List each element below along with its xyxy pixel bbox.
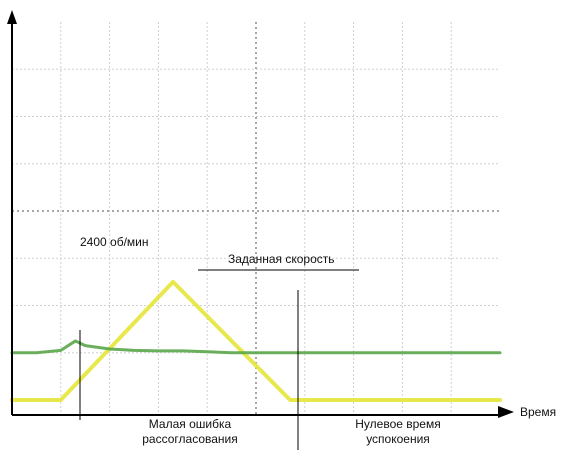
zero-settle-label-line1: Нулевое время <box>355 417 440 431</box>
series-line-1 <box>10 339 502 355</box>
annotations: 2400 об/мин Заданная скорость Малая ошиб… <box>79 235 441 450</box>
x-axis-label: Время <box>520 405 556 419</box>
grid <box>12 22 500 415</box>
zero-settle-label-line2: успокоения <box>366 432 430 446</box>
series-layer <box>10 279 502 402</box>
x-axis-arrow-icon <box>498 406 514 418</box>
small-error-label-line1: Малая ошибка <box>149 417 232 431</box>
small-error-label-line2: рассогласования <box>142 432 238 446</box>
y-axis-arrow-icon <box>7 10 17 24</box>
series-line-0 <box>10 279 502 402</box>
peak-label: 2400 об/мин <box>80 235 149 249</box>
set-speed-label: Заданная скорость <box>228 252 335 266</box>
